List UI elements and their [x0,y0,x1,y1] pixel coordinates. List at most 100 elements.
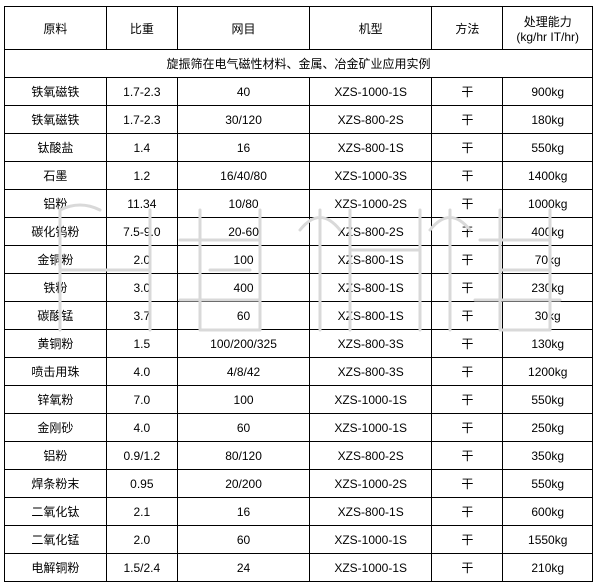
table-row: 黄铜粉1.5100/200/325XZS-800-3S干130kg [5,330,593,358]
table-cell: 干 [432,358,503,386]
table-cell: 金刚砂 [5,414,107,442]
materials-table: 原料比重网目机型方法处理能力(kg/hr IT/hr) 旋振筛在电气磁性材料、金… [4,6,593,582]
table-cell: 干 [432,498,503,526]
table-cell: 干 [432,442,503,470]
table-row: 碳酸锰3.760XZS-800-1S干30kg [5,302,593,330]
table-cell: 碳化钨粉 [5,218,107,246]
table-cell: 40 [177,78,309,106]
table-cell: 1000kg [503,190,593,218]
table-cell: 16 [177,498,309,526]
table-cell: 10/80 [177,190,309,218]
table-cell: 24 [177,554,309,582]
table-cell: XZS-800-1S [310,134,432,162]
table-cell: 250kg [503,414,593,442]
table-cell: 铝粉 [5,442,107,470]
table-cell: 180kg [503,106,593,134]
table-row: 喷击用珠4.04/8/42XZS-800-3S干1200kg [5,358,593,386]
table-cell: XZS-1000-1S [310,554,432,582]
table-cell: XZS-1000-1S [310,386,432,414]
table-row: 铁氧磁铁1.7-2.340XZS-1000-1S干900kg [5,78,593,106]
table-cell: 钛酸盐 [5,134,107,162]
table-row: 铝粉0.9/1.280/120XZS-800-2S干350kg [5,442,593,470]
table-header-row: 原料比重网目机型方法处理能力(kg/hr IT/hr) [5,7,593,50]
table-cell: 1.7-2.3 [106,106,177,134]
table-cell: 干 [432,218,503,246]
table-section-row: 旋振筛在电气磁性材料、金属、冶金矿业应用实例 [5,50,593,78]
table-cell: 3.7 [106,302,177,330]
table-cell: 1.5/2.4 [106,554,177,582]
table-row: 二氧化钛2.116XZS-800-1S干600kg [5,498,593,526]
table-cell: XZS-800-1S [310,302,432,330]
table-cell: 3.0 [106,274,177,302]
table-cell: 金铜粉 [5,246,107,274]
table-cell: 7.0 [106,386,177,414]
column-header: 原料 [5,7,107,50]
table-cell: 石墨 [5,162,107,190]
table-cell: 600kg [503,498,593,526]
table-cell: 20/200 [177,470,309,498]
table-cell: 1200kg [503,358,593,386]
table-cell: 0.9/1.2 [106,442,177,470]
table-cell: 7.5-9.0 [106,218,177,246]
table-cell: 4.0 [106,414,177,442]
table-row: 金刚砂4.060XZS-1000-1S干250kg [5,414,593,442]
table-cell: 1400kg [503,162,593,190]
table-cell: 铁氧磁铁 [5,78,107,106]
table-cell: 铁粉 [5,274,107,302]
table-row: 锌氧粉7.0100XZS-1000-1S干550kg [5,386,593,414]
table-cell: 干 [432,246,503,274]
table-cell: 碳酸锰 [5,302,107,330]
table-row: 碳化钨粉7.5-9.020-60XZS-800-2S干400kg [5,218,593,246]
table-row: 钛酸盐1.416XZS-800-1S干550kg [5,134,593,162]
table-cell: 20-60 [177,218,309,246]
table-row: 铁粉3.0400XZS-800-1S干230kg [5,274,593,302]
table-cell: 400 [177,274,309,302]
table-cell: 喷击用珠 [5,358,107,386]
table-cell: 电解铜粉 [5,554,107,582]
table-cell: XZS-800-1S [310,498,432,526]
table-cell: 2.0 [106,246,177,274]
table-cell: 干 [432,78,503,106]
table-cell: 干 [432,386,503,414]
table-cell: 100/200/325 [177,330,309,358]
table-cell: XZS-800-1S [310,274,432,302]
table-cell: 锌氧粉 [5,386,107,414]
table-cell: 30/120 [177,106,309,134]
table-cell: XZS-800-3S [310,358,432,386]
table-cell: 干 [432,134,503,162]
table-cell: 1.5 [106,330,177,358]
table-cell: 210kg [503,554,593,582]
table-cell: 2.1 [106,498,177,526]
table-cell: 550kg [503,134,593,162]
table-cell: 230kg [503,274,593,302]
table-cell: 80/120 [177,442,309,470]
table-cell: 0.95 [106,470,177,498]
table-cell: 30kg [503,302,593,330]
table-cell: 二氧化钛 [5,498,107,526]
table-row: 铁氧磁铁1.7-2.330/120XZS-800-2S干180kg [5,106,593,134]
table-cell: XZS-1000-2S [310,470,432,498]
table-cell: XZS-1000-2S [310,190,432,218]
table-cell: 铁氧磁铁 [5,106,107,134]
table-cell: 1.2 [106,162,177,190]
table-cell: 60 [177,302,309,330]
table-cell: 16 [177,134,309,162]
table-cell: 130kg [503,330,593,358]
table-cell: 干 [432,106,503,134]
table-cell: 4/8/42 [177,358,309,386]
table-cell: XZS-1000-1S [310,78,432,106]
table-cell: XZS-800-2S [310,442,432,470]
table-cell: 干 [432,470,503,498]
table-cell: 100 [177,386,309,414]
table-cell: 11.34 [106,190,177,218]
column-header: 比重 [106,7,177,50]
table-cell: 16/40/80 [177,162,309,190]
table-cell: 550kg [503,386,593,414]
table-cell: 70kg [503,246,593,274]
table-row: 焊条粉末0.9520/200XZS-1000-2S干550kg [5,470,593,498]
table-cell: 100 [177,246,309,274]
table-cell: XZS-800-1S [310,246,432,274]
table-row: 铝粉11.3410/80XZS-1000-2S干1000kg [5,190,593,218]
table-cell: XZS-800-2S [310,106,432,134]
table-row: 金铜粉2.0100XZS-800-1S干70kg [5,246,593,274]
